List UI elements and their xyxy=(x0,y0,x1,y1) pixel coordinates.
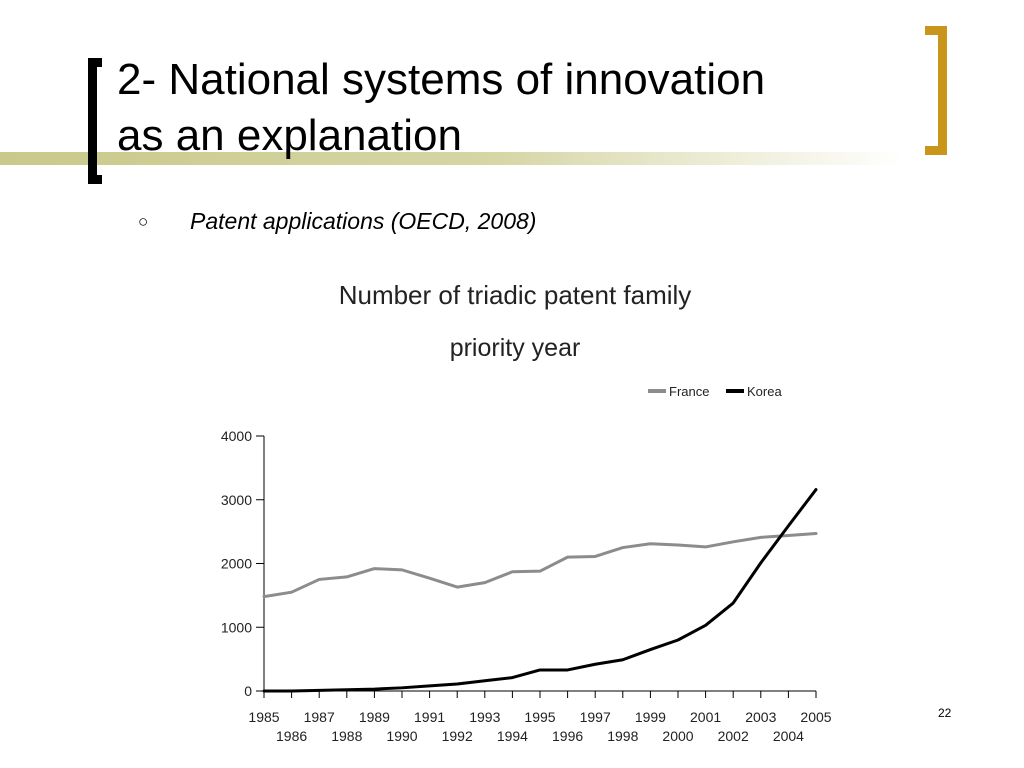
x-tick-label: 1986 xyxy=(276,728,307,744)
slide-title: 2- National systems of innovation as an … xyxy=(117,52,907,164)
x-tick-label: 1998 xyxy=(607,728,638,744)
x-tick-label: 1987 xyxy=(304,709,335,725)
y-tick-label: 4000 xyxy=(221,428,252,444)
left-bracket-decoration xyxy=(88,58,102,184)
x-tick-label: 2005 xyxy=(800,709,831,725)
x-tick-label: 1990 xyxy=(386,728,417,744)
patent-line-chart: 0 1000 2000 3000 4000 1985 1986 1987 1988 1989 199… xyxy=(221,384,832,744)
x-tick-label: 1997 xyxy=(580,709,611,725)
x-tick-label: 1996 xyxy=(552,728,583,744)
x-tick-label: 1988 xyxy=(331,728,362,744)
title-underline-rule xyxy=(0,152,905,165)
chart-title: Number of triadic patent family xyxy=(338,280,692,310)
x-tick-label: 1985 xyxy=(248,709,279,725)
chart-subtitle: priority year xyxy=(449,334,581,362)
slide-title-line-2: as an explanation xyxy=(117,111,462,160)
y-tick-label: 3000 xyxy=(221,492,252,508)
legend-label-france: France xyxy=(669,384,709,399)
x-tick-label: 2003 xyxy=(745,709,776,725)
bullet-text: Patent applications (OECD, 2008) xyxy=(190,208,537,234)
legend-label-korea: Korea xyxy=(747,384,782,399)
x-tick-label: 1989 xyxy=(359,709,390,725)
x-tick-label: 2000 xyxy=(662,728,693,744)
hollow-circle-bullet-icon: ○ xyxy=(138,212,149,231)
x-tick-label: 1994 xyxy=(497,728,528,744)
y-tick-label: 0 xyxy=(244,683,252,699)
x-tick-label: 1991 xyxy=(414,709,445,725)
series-line-korea xyxy=(262,488,818,693)
x-tick-label: 1995 xyxy=(524,709,555,725)
x-tick-label: 1993 xyxy=(469,709,500,725)
y-tick-label: 1000 xyxy=(221,619,252,635)
y-tick-label: 2000 xyxy=(221,556,252,572)
x-tick-label: 2002 xyxy=(718,728,749,744)
x-tick-label: 2001 xyxy=(690,709,721,725)
x-tick-label: 2004 xyxy=(773,728,804,744)
slide-title-line-1: 2- National systems of innovation xyxy=(117,55,766,104)
slide-number: 22 xyxy=(938,706,952,720)
right-bracket-decoration xyxy=(925,26,947,155)
series-line-france xyxy=(262,532,818,599)
x-tick-label: 1992 xyxy=(442,728,473,744)
x-tick-label: 1999 xyxy=(635,709,666,725)
